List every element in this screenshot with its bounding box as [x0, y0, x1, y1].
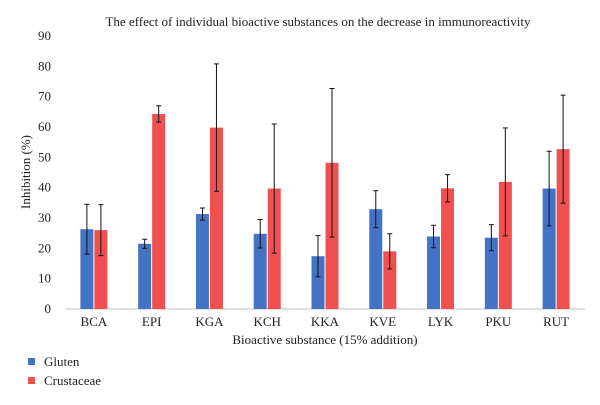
bar-gluten-bca	[80, 229, 94, 309]
error-bar	[257, 219, 263, 249]
y-axis: 0 10 20 30 40 50 60 70 80 90	[38, 28, 51, 316]
y-tick-label: 30	[38, 210, 51, 225]
error-bar	[199, 207, 205, 221]
y-tick-label: 70	[38, 89, 51, 104]
bar-crustaceae-lyk	[441, 188, 455, 309]
legend-swatch-crustaceae	[28, 377, 35, 384]
bar-gluten-epi	[138, 243, 152, 309]
y-tick-label: 50	[38, 149, 51, 164]
bar-crustaceae-rut	[556, 149, 570, 309]
bar-gluten-pku	[484, 237, 498, 309]
x-tick-label: EPI	[142, 314, 162, 329]
bar-crustaceae-bca	[94, 230, 108, 309]
error-bar	[271, 123, 277, 254]
legend-item-crustaceae: Crustaceae	[28, 371, 101, 390]
error-bar	[315, 235, 321, 278]
legend: Gluten Crustaceae	[28, 352, 101, 390]
chart-title: The effect of individual bioactive subst…	[105, 14, 531, 29]
y-tick-label: 80	[38, 58, 51, 73]
error-bar	[488, 224, 494, 252]
bar-crustaceae-epi	[152, 113, 166, 309]
error-bar	[546, 150, 552, 227]
error-bar	[431, 224, 437, 249]
x-tick-label: KGA	[195, 314, 224, 329]
x-tick-label: LYK	[428, 314, 454, 329]
bar-crustaceae-kga	[209, 127, 223, 310]
error-bar	[387, 233, 393, 270]
x-tick-label: KKA	[311, 314, 340, 329]
legend-label-gluten: Gluten	[44, 353, 80, 369]
error-bar	[142, 238, 148, 249]
bars-group	[80, 63, 570, 310]
bar-gluten-lyk	[427, 236, 441, 309]
x-tick-label: KVE	[369, 314, 396, 329]
bar-gluten-kch	[253, 233, 267, 309]
legend-label-crustaceae: Crustaceae	[44, 372, 102, 388]
legend-item-gluten: Gluten	[28, 352, 101, 371]
y-tick-label: 10	[38, 271, 51, 286]
y-tick-label: 0	[45, 301, 52, 316]
bar-gluten-kve	[369, 209, 383, 309]
bar-gluten-kka	[311, 256, 325, 309]
bar-gluten-rut	[542, 188, 556, 309]
error-bar	[329, 87, 335, 238]
x-axis: BCA EPI KGA KCH KKA KVE LYK PKU RUT	[81, 314, 570, 329]
bar-gluten-kga	[195, 214, 209, 309]
x-tick-label: KCH	[253, 314, 280, 329]
x-tick-label: RUT	[543, 314, 569, 329]
y-axis-label: Inhibition (%)	[18, 135, 33, 209]
error-bar	[560, 94, 566, 204]
bar-crustaceae-kve	[383, 251, 397, 309]
y-tick-label: 20	[38, 240, 51, 255]
error-bar	[502, 127, 508, 237]
error-bar	[98, 204, 104, 257]
error-bar	[84, 203, 90, 255]
y-tick-label: 60	[38, 119, 51, 134]
error-bar	[373, 190, 379, 229]
y-tick-label: 90	[38, 28, 51, 43]
error-bar	[445, 174, 451, 203]
x-tick-label: PKU	[485, 314, 512, 329]
legend-swatch-gluten	[28, 358, 35, 365]
error-bar	[213, 63, 219, 192]
bar-crustaceae-pku	[498, 181, 512, 309]
x-tick-label: BCA	[81, 314, 108, 329]
y-tick-label: 40	[38, 180, 51, 195]
error-bar	[156, 105, 162, 123]
x-axis-label: Bioactive substance (15% addition)	[232, 332, 417, 347]
